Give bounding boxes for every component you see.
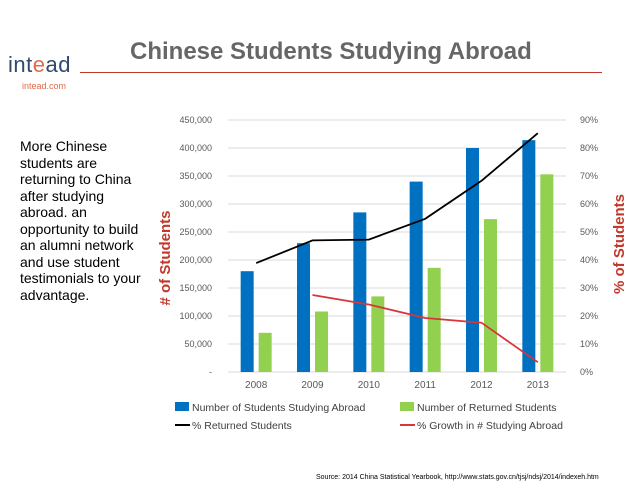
y2-axis-title: % of Students bbox=[611, 194, 628, 294]
bar-returned-students bbox=[540, 174, 554, 372]
y-tick-label: 150,000 bbox=[179, 283, 212, 293]
y-tick-label: 300,000 bbox=[179, 199, 212, 209]
x-tick-label: 2013 bbox=[527, 380, 550, 391]
legend-swatch-abroad bbox=[175, 402, 189, 411]
legend-label-returned: Number of Returned Students bbox=[417, 402, 557, 414]
legend-swatch-returned bbox=[400, 402, 414, 411]
sidebar-text: More Chinese students are returning to C… bbox=[20, 138, 141, 303]
x-tick-label: 2008 bbox=[245, 380, 268, 391]
y-tick-label: 400,000 bbox=[179, 143, 212, 153]
logo-text-end: ad bbox=[45, 52, 71, 77]
y2-tick-label: 80% bbox=[580, 143, 598, 153]
intead-logo: intead bbox=[8, 52, 71, 78]
y-axis-title: # of Students bbox=[157, 210, 174, 305]
slide-title: Chinese Students Studying Abroad bbox=[130, 38, 532, 65]
bar-studying-abroad bbox=[297, 243, 310, 372]
legend-label-abroad: Number of Students Studying Abroad bbox=[192, 402, 366, 414]
x-tick-label: 2010 bbox=[358, 380, 381, 391]
y2-tick-label: 50% bbox=[580, 227, 598, 237]
y2-tick-label: 30% bbox=[580, 283, 598, 293]
bar-studying-abroad bbox=[240, 271, 254, 372]
legend-label-returned-pct: % Returned Students bbox=[192, 420, 292, 432]
y2-tick-label: 40% bbox=[580, 255, 598, 265]
logo-text-accent: e bbox=[32, 52, 46, 77]
y2-tick-label: 70% bbox=[580, 171, 598, 181]
y2-tick-label: 90% bbox=[580, 115, 598, 125]
y-tick-label: 100,000 bbox=[179, 311, 212, 321]
bar-studying-abroad bbox=[353, 212, 367, 372]
y-tick-label: 450,000 bbox=[179, 115, 212, 125]
title-underline bbox=[80, 72, 602, 73]
bar-returned-students bbox=[427, 267, 441, 372]
y-tick-label: 50,000 bbox=[184, 339, 212, 349]
bar-returned-students bbox=[484, 219, 497, 372]
x-tick-label: 2012 bbox=[470, 380, 493, 391]
y2-tick-label: 60% bbox=[580, 199, 598, 209]
y-tick-label: - bbox=[209, 367, 212, 377]
logo-text-main: int bbox=[8, 52, 33, 77]
bar-returned-students bbox=[258, 332, 272, 372]
x-tick-label: 2009 bbox=[301, 380, 324, 391]
legend-label-growth-pct: % Growth in # Studying Abroad bbox=[417, 420, 563, 432]
y-tick-label: 250,000 bbox=[179, 227, 212, 237]
bar-studying-abroad bbox=[409, 181, 423, 372]
y2-tick-label: 10% bbox=[580, 339, 598, 349]
source-note: Source: 2014 China Statistical Yearbook,… bbox=[316, 474, 599, 481]
x-tick-label: 2011 bbox=[414, 380, 436, 391]
y-tick-label: 350,000 bbox=[179, 171, 212, 181]
line-returned-pct bbox=[255, 132, 539, 264]
y-tick-label: 200,000 bbox=[179, 255, 212, 265]
bar-returned-students bbox=[371, 296, 385, 372]
logo-url: intead.com bbox=[22, 81, 67, 91]
bar-returned-students bbox=[315, 311, 328, 372]
y2-tick-label: 0% bbox=[580, 367, 593, 377]
bar-studying-abroad bbox=[466, 148, 479, 372]
line-growth-pct bbox=[312, 294, 539, 363]
bar-studying-abroad bbox=[522, 140, 536, 372]
y2-tick-label: 20% bbox=[580, 311, 598, 321]
